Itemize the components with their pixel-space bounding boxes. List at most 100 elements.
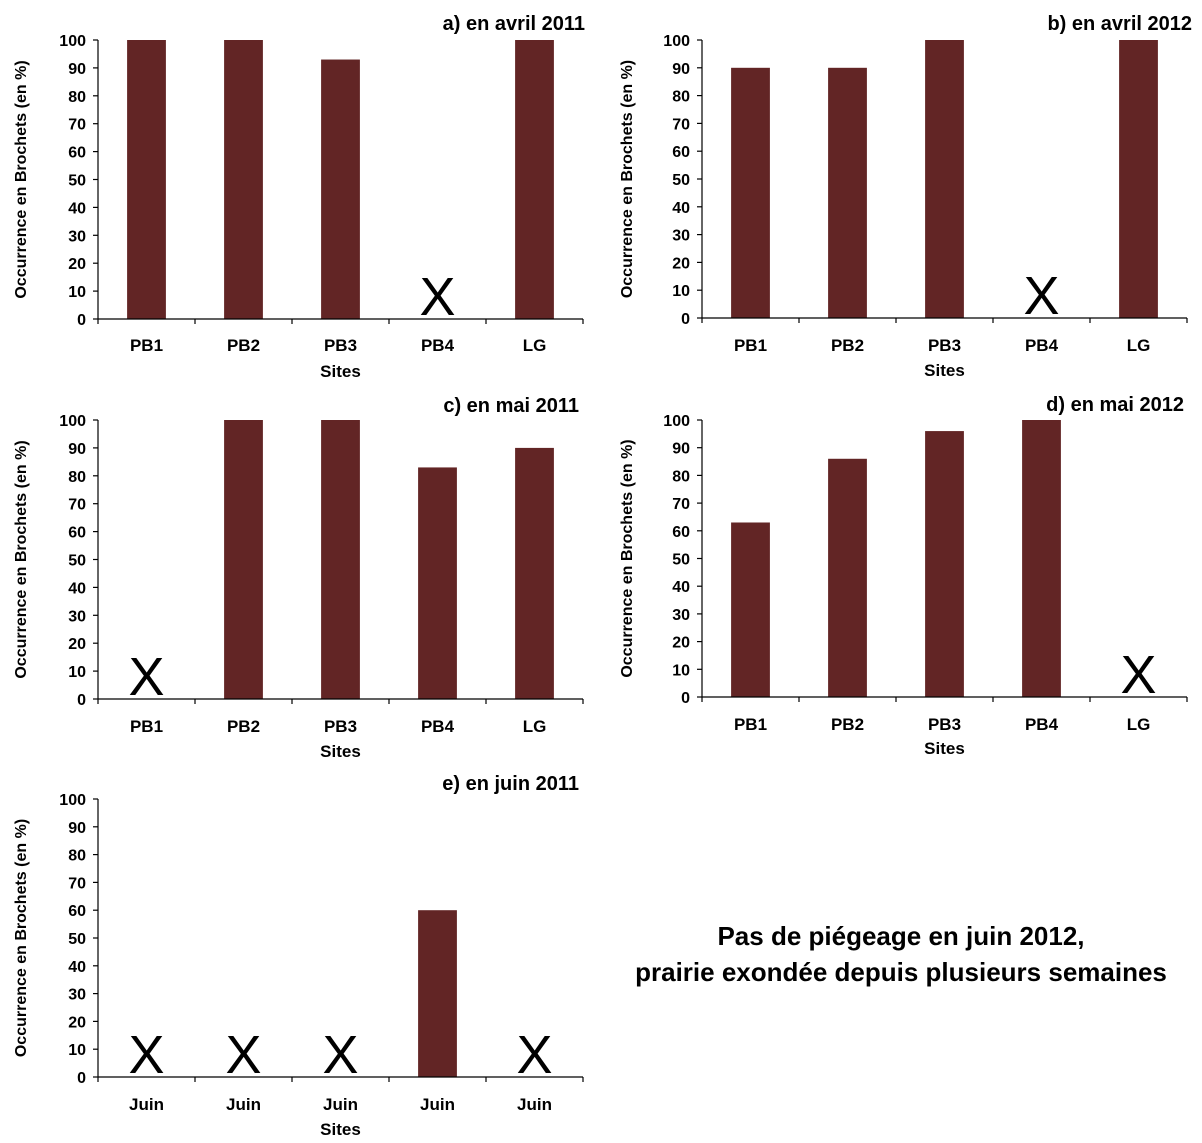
chart-panel-5: e) en juin 2011 Occurrence en Brochets (e… <box>13 773 584 1139</box>
y-tick-label: 70 <box>672 116 690 133</box>
bar-pb1-1 <box>731 522 770 697</box>
no-data-marker: X <box>419 267 455 327</box>
y-tick-label: 80 <box>68 89 86 106</box>
y-tick-label: 90 <box>672 61 690 78</box>
y-tick-label: 0 <box>77 1070 86 1087</box>
y-tick-label: 60 <box>68 525 86 542</box>
x-tick-label: PB1 <box>130 717 163 736</box>
bar-lg-5 <box>515 447 554 699</box>
y-tick-label: 50 <box>68 553 86 570</box>
y-tick-label: 40 <box>68 200 86 217</box>
chart-panel-1: a) en avril 2011 Occurrence en Brochets (… <box>13 13 585 381</box>
x-tick-label: PB3 <box>324 336 357 355</box>
y-tick-label: 30 <box>672 607 690 624</box>
y-tick-label: 30 <box>68 987 86 1004</box>
x-axis-label: Sites <box>924 361 965 380</box>
x-tick-label: PB4 <box>421 717 455 736</box>
bar-pb4-4 <box>418 467 457 699</box>
y-tick-label: 20 <box>68 256 86 273</box>
y-tick-label: 40 <box>672 200 690 217</box>
y-tick-label: 0 <box>77 312 86 329</box>
y-tick-label: 80 <box>672 89 690 106</box>
no-data-marker: X <box>322 1025 358 1085</box>
y-tick-label: 0 <box>681 311 690 328</box>
bar-pb3-3 <box>925 40 964 318</box>
y-tick-label: 50 <box>68 931 86 948</box>
y-tick-label: 60 <box>672 144 690 161</box>
y-tick-label: 70 <box>672 496 690 513</box>
y-tick-label: 100 <box>663 413 690 430</box>
x-tick-label: LG <box>1127 336 1151 355</box>
x-tick-label: LG <box>523 336 547 355</box>
x-tick-label: LG <box>523 717 547 736</box>
bar-pb2-2 <box>828 67 867 318</box>
x-tick-label: PB3 <box>324 717 357 736</box>
bar-pb3-3 <box>925 431 964 697</box>
y-tick-label: 100 <box>663 33 690 50</box>
x-tick-label: PB2 <box>831 715 864 734</box>
no-data-marker: X <box>1120 645 1156 705</box>
y-tick-label: 30 <box>68 228 86 245</box>
chart-panel-2: b) en avril 2012 Occurrence en Brochets (… <box>619 13 1192 380</box>
y-tick-label: 100 <box>59 792 86 809</box>
no-data-marker: X <box>225 1025 261 1085</box>
bar-lg-5 <box>515 40 554 319</box>
x-tick-label: PB2 <box>227 717 260 736</box>
x-tick-label: PB4 <box>1025 336 1059 355</box>
x-axis-label: Sites <box>320 1120 361 1138</box>
y-tick-label: 100 <box>59 33 86 50</box>
x-tick-label: LG <box>1127 715 1151 734</box>
x-axis-label: Sites <box>320 362 361 381</box>
x-axis-label: Sites <box>924 739 965 758</box>
y-tick-label: 90 <box>68 820 86 837</box>
y-tick-label: 60 <box>672 524 690 541</box>
y-tick-label: 80 <box>68 469 86 486</box>
x-tick-label: PB2 <box>831 336 864 355</box>
y-tick-label: 40 <box>68 580 86 597</box>
bar-pb2-2 <box>224 40 263 319</box>
chart-panel-4: d) en mai 2012 Occurrence en Brochets (en… <box>619 394 1188 758</box>
bar-juin-4 <box>418 910 457 1077</box>
x-tick-label: PB3 <box>928 715 961 734</box>
y-axis-label: Occurrence en Brochets (en %) <box>13 819 30 1057</box>
bar-pb2-2 <box>828 458 867 697</box>
bar-pb4-4 <box>1022 420 1061 697</box>
y-axis-label: Occurrence en Brochets (en %) <box>13 440 30 678</box>
chart-title: b) en avril 2012 <box>1047 13 1192 35</box>
no-data-marker: X <box>128 647 164 707</box>
no-data-marker: X <box>516 1025 552 1085</box>
x-tick-label: PB1 <box>734 715 767 734</box>
y-tick-label: 10 <box>672 283 690 300</box>
bar-pb1-1 <box>731 67 770 318</box>
y-tick-label: 30 <box>672 228 690 245</box>
y-tick-label: 80 <box>672 468 690 485</box>
chart-title: e) en juin 2011 <box>442 773 579 795</box>
x-tick-label: Juin <box>420 1095 455 1114</box>
bar-pb2-2 <box>224 420 263 699</box>
bar-pb1-1 <box>127 40 166 319</box>
y-axis-label: Occurrence en Brochets (en %) <box>619 60 636 298</box>
y-tick-label: 60 <box>68 145 86 162</box>
chart-title: d) en mai 2012 <box>1046 394 1184 416</box>
bar-pb3-3 <box>321 420 360 699</box>
y-tick-label: 100 <box>59 413 86 430</box>
no-sampling-note: Pas de piégeage en juin 2012, prairie ex… <box>600 918 1202 990</box>
x-tick-label: Juin <box>323 1095 358 1114</box>
x-tick-label: PB1 <box>734 336 767 355</box>
y-tick-label: 30 <box>68 608 86 625</box>
x-tick-label: PB3 <box>928 336 961 355</box>
y-tick-label: 70 <box>68 497 86 514</box>
chart-panel-3: c) en mai 2011 Occurrence en Brochets (en… <box>13 395 584 761</box>
chart-title: a) en avril 2011 <box>443 13 585 35</box>
y-tick-label: 40 <box>672 579 690 596</box>
no-data-marker: X <box>128 1025 164 1085</box>
x-tick-label: Juin <box>517 1095 552 1114</box>
y-axis-label: Occurrence en Brochets (en %) <box>13 60 30 298</box>
y-tick-label: 90 <box>672 441 690 458</box>
y-tick-label: 60 <box>68 903 86 920</box>
chart-title: c) en mai 2011 <box>443 395 579 417</box>
y-tick-label: 20 <box>672 255 690 272</box>
y-tick-label: 50 <box>672 552 690 569</box>
